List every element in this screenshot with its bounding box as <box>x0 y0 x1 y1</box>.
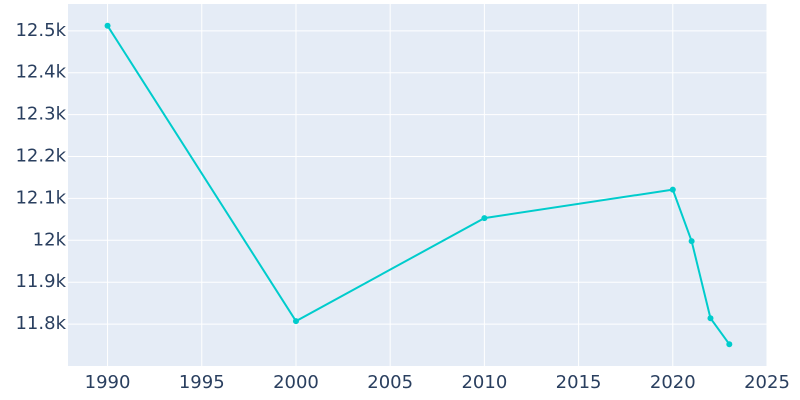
point <box>707 315 714 322</box>
y-tick-label: 12.4k <box>15 62 66 83</box>
y-tick-label: 11.9k <box>15 271 66 292</box>
point <box>104 22 111 29</box>
y-tick-label: 12.3k <box>15 104 66 125</box>
y-tick-label: 11.8k <box>15 313 66 334</box>
x-tick-label: 2015 <box>556 372 602 393</box>
point <box>669 186 676 193</box>
y-tick-label: 12k <box>33 229 67 250</box>
x-tick-label: 2005 <box>367 372 413 393</box>
y-tick-label: 12.5k <box>15 20 66 41</box>
x-tick-label: 2020 <box>650 372 696 393</box>
point <box>481 215 488 222</box>
x-tick-label: 2010 <box>461 372 507 393</box>
x-tick-label: 1990 <box>85 372 131 393</box>
plot-background <box>68 4 767 366</box>
y-tick-label: 12.1k <box>15 187 66 208</box>
y-tick-label: 12.2k <box>15 146 66 167</box>
x-tick-label: 2000 <box>273 372 319 393</box>
x-tick-label: 1995 <box>179 372 225 393</box>
x-tick-label: 2025 <box>744 372 790 393</box>
point <box>688 238 695 245</box>
point <box>292 318 299 325</box>
point <box>726 341 733 348</box>
